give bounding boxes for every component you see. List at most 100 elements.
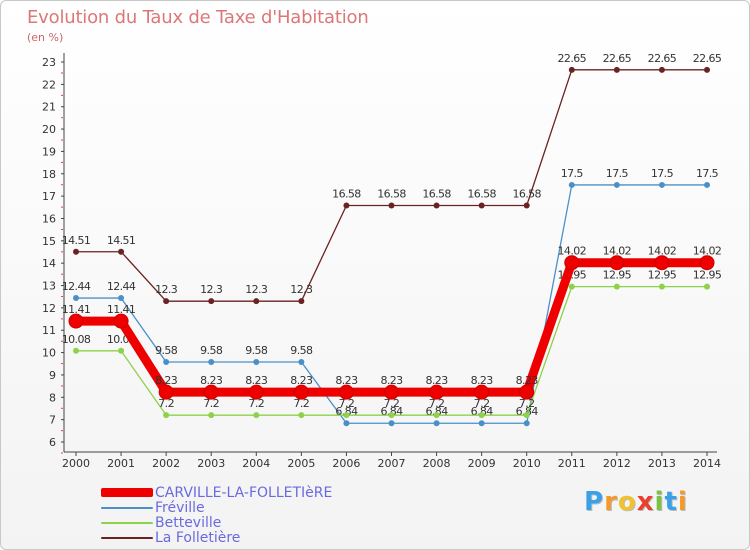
data-point <box>568 66 575 73</box>
data-label: 9.58 <box>200 344 223 357</box>
data-point <box>523 420 530 427</box>
y-tick-label: 18 <box>42 168 56 181</box>
data-point <box>433 420 440 427</box>
logo-letter: i <box>677 487 688 517</box>
data-point <box>248 384 264 400</box>
data-label: 12.95 <box>648 269 677 282</box>
y-tick-label: 17 <box>42 190 56 203</box>
legend-item: CARVILLE-LA-FOLLETIèRE <box>101 485 361 501</box>
data-label: 11.41 <box>107 303 136 316</box>
x-tick-label: 2010 <box>513 457 541 470</box>
legend-item: Betteville <box>101 515 361 531</box>
y-tick-label: 20 <box>42 123 56 136</box>
data-label: 9.58 <box>155 344 178 357</box>
data-point <box>609 255 625 271</box>
data-point <box>73 295 79 302</box>
data-label: 7.2 <box>384 397 400 410</box>
data-label: 14.51 <box>107 234 136 247</box>
x-tick-label: 2012 <box>603 457 631 470</box>
y-tick-label: 19 <box>42 145 56 158</box>
data-point <box>523 412 530 419</box>
data-label: 8.23 <box>471 374 494 387</box>
data-label: 12.44 <box>62 280 91 293</box>
x-tick-label: 2002 <box>152 457 180 470</box>
data-label: 22.65 <box>648 52 677 65</box>
data-label: 14.02 <box>558 245 587 258</box>
data-point <box>298 358 305 365</box>
data-label: 12.3 <box>200 283 223 296</box>
y-tick-label: 21 <box>42 101 56 114</box>
y-tick-label: 15 <box>42 235 56 248</box>
legend-label: CARVILLE-LA-FOLLETIèRE <box>155 485 333 501</box>
data-label: 7.2 <box>429 397 445 410</box>
chart-title: Evolution du Taux de Taxe d'Habitation <box>27 7 369 28</box>
data-point <box>298 412 305 419</box>
data-point <box>658 181 665 188</box>
data-point <box>343 412 350 419</box>
data-point <box>298 298 305 305</box>
data-point <box>163 358 170 365</box>
data-label: 9.58 <box>290 344 313 357</box>
data-label: 11.41 <box>62 303 91 316</box>
data-label: 17.5 <box>696 167 719 180</box>
legend-swatch <box>101 522 153 524</box>
data-label: 12.95 <box>693 269 722 282</box>
data-label: 14.02 <box>603 245 632 258</box>
data-point <box>523 202 530 209</box>
data-point <box>163 298 170 305</box>
data-point <box>519 384 535 400</box>
x-tick-label: 2007 <box>378 457 406 470</box>
data-point <box>208 412 215 419</box>
data-label: 8.23 <box>380 374 403 387</box>
data-label: 16.58 <box>422 188 451 201</box>
data-label: 17.5 <box>606 167 629 180</box>
x-tick-label: 2006 <box>332 457 360 470</box>
y-tick-label: 11 <box>42 324 56 337</box>
data-label: 7.2 <box>248 397 264 410</box>
data-label: 7.2 <box>294 397 310 410</box>
data-label: 16.58 <box>467 188 496 201</box>
y-tick-label: 22 <box>42 78 56 91</box>
data-point <box>158 384 174 400</box>
data-point <box>338 384 354 400</box>
logo-letter: x <box>636 487 655 517</box>
data-label: 8.23 <box>516 374 539 387</box>
data-label: 14.02 <box>648 245 677 258</box>
data-label: 7.2 <box>519 397 535 410</box>
data-point <box>343 202 350 209</box>
y-tick-label: 23 <box>42 56 56 69</box>
chart-subtitle: (en %) <box>27 31 64 44</box>
y-tick-label: 8 <box>49 391 56 404</box>
data-point <box>654 255 670 271</box>
x-tick-label: 2008 <box>423 457 451 470</box>
data-label: 8.23 <box>335 374 358 387</box>
data-point <box>613 66 620 73</box>
x-tick-label: 2004 <box>242 457 270 470</box>
logo-letter: t <box>664 487 678 517</box>
data-point <box>658 283 665 290</box>
data-label: 16.58 <box>512 188 541 201</box>
data-label: 7.2 <box>158 397 174 410</box>
data-label: 14.02 <box>693 245 722 258</box>
data-label: 22.65 <box>603 52 632 65</box>
data-point <box>73 248 79 255</box>
legend-item: Fréville <box>101 500 361 516</box>
logo-letter: o <box>617 487 637 517</box>
data-point <box>478 412 485 419</box>
data-point <box>118 248 125 255</box>
data-point <box>568 181 575 188</box>
x-tick-label: 2014 <box>693 457 721 470</box>
y-tick-label: 12 <box>42 302 56 315</box>
y-tick-label: 16 <box>42 212 56 225</box>
legend-item: La Folletière <box>101 530 361 546</box>
legend-swatch <box>101 537 153 539</box>
logo-letter: r <box>604 487 618 517</box>
data-point <box>433 202 440 209</box>
data-point <box>388 412 395 419</box>
legend-label: Betteville <box>155 515 222 531</box>
data-point <box>208 358 215 365</box>
data-label: 8.23 <box>155 374 178 387</box>
data-label: 7.2 <box>339 397 355 410</box>
logo-letter: i <box>654 487 665 517</box>
y-tick-label: 13 <box>42 280 56 293</box>
